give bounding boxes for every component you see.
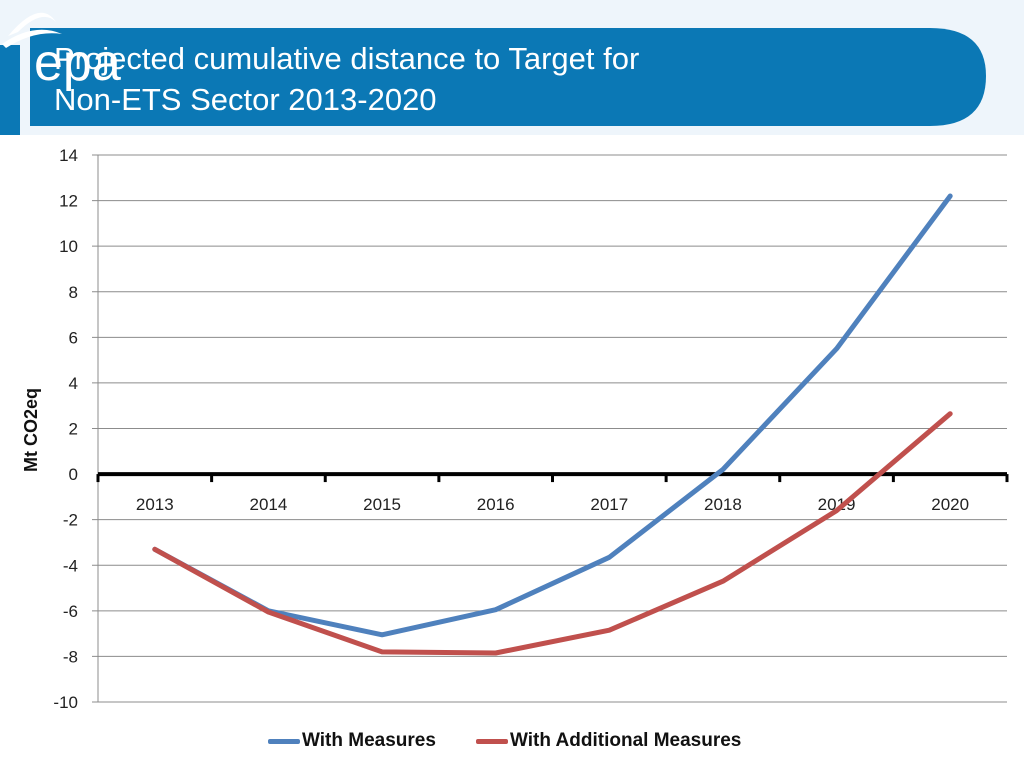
- x-tick-label: 2016: [477, 495, 515, 514]
- y-tick-label: 14: [59, 146, 78, 165]
- y-tick-label: 6: [69, 328, 78, 347]
- y-tick-labels: 14 12 10 8 6 4 2 0 -2 -4 -6 -8 -10: [53, 146, 78, 712]
- y-tick-label: 2: [69, 420, 78, 439]
- epa-logo: epa: [2, 12, 121, 92]
- series-lines: [152, 193, 953, 656]
- title-banner: Projected cumulative distance to Target …: [0, 0, 1024, 135]
- legend-swatch-with-additional-measures: [476, 739, 508, 744]
- logo-wave-icon: [2, 29, 62, 48]
- y-tick-label: -2: [63, 511, 78, 530]
- y-tick-label: 4: [69, 374, 78, 393]
- x-tick-label: 2020: [931, 495, 969, 514]
- series-line-with-additional-measures: [152, 411, 953, 656]
- title-line-1: Projected cumulative distance to Target …: [54, 41, 640, 76]
- legend: With Measures With Additional Measures: [0, 722, 1024, 762]
- legend-label-with-additional-measures: With Additional Measures: [510, 730, 742, 751]
- y-tick-label: -10: [53, 693, 78, 712]
- x-tick-label: 2018: [704, 495, 742, 514]
- y-axis-label: Mt CO2eq: [21, 388, 41, 472]
- slide-title: Projected cumulative distance to Target …: [54, 38, 774, 120]
- x-tick-labels: 2013 2014 2015 2016 2017 2018 2019 2020: [136, 495, 969, 514]
- y-tick-label: -8: [63, 647, 78, 666]
- x-tick-label: 2017: [590, 495, 628, 514]
- x-tick-label: 2013: [136, 495, 174, 514]
- series-line-with-measures: [152, 193, 953, 638]
- logo-swoosh-icon: [8, 12, 56, 36]
- y-tick-label: -4: [63, 556, 78, 575]
- banner-background: [0, 0, 1024, 135]
- y-tick-label: 12: [59, 192, 78, 211]
- gridlines: [92, 154, 1007, 703]
- y-tick-label: 10: [59, 237, 78, 256]
- legend-swatch-with-measures: [268, 739, 300, 744]
- x-tick-label: 2015: [363, 495, 401, 514]
- y-tick-label: -6: [63, 602, 78, 621]
- logo-text: epa: [34, 34, 121, 92]
- y-tick-label: 0: [69, 465, 78, 484]
- y-tick-label: 8: [69, 283, 78, 302]
- x-axis: [96, 472, 1009, 483]
- title-line-2: Non-ETS Sector 2013-2020: [54, 82, 437, 117]
- x-tick-label: 2014: [250, 495, 288, 514]
- line-chart: 14 12 10 8 6 4 2 0 -2 -4 -6 -8 -10 2013 2014 2015 2016 2…: [21, 146, 1009, 712]
- legend-label-with-measures: With Measures: [302, 730, 436, 751]
